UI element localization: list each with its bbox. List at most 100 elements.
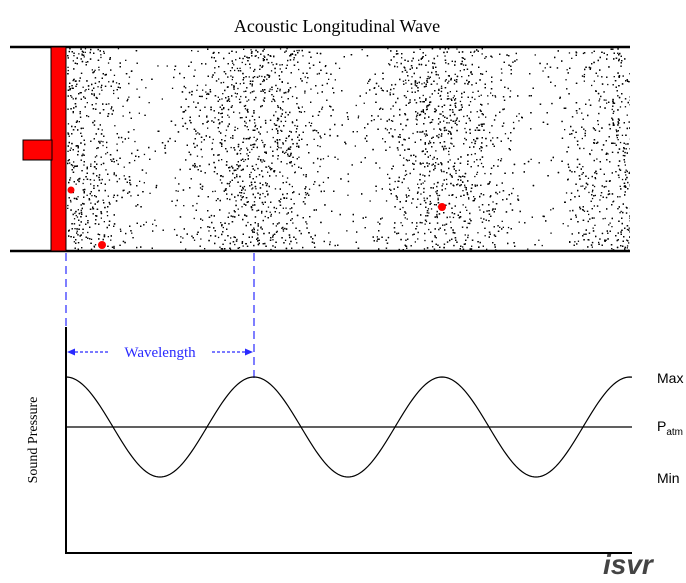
air-particle (435, 150, 437, 152)
air-particle (626, 247, 628, 249)
air-particle (107, 195, 109, 197)
air-particle (267, 194, 269, 196)
air-particle (407, 148, 409, 150)
air-particle (434, 167, 436, 169)
air-particle (453, 168, 455, 170)
air-particle (84, 97, 86, 99)
air-particle (214, 117, 216, 119)
air-particle (405, 82, 407, 84)
air-particle (453, 95, 455, 97)
air-particle (426, 212, 428, 214)
air-particle (277, 158, 279, 160)
air-particle (75, 85, 77, 87)
air-particle (228, 116, 230, 118)
air-particle (378, 85, 380, 87)
air-particle (233, 87, 235, 89)
air-particle (80, 204, 82, 206)
air-particle (76, 232, 78, 234)
air-particle (486, 248, 488, 250)
air-particle (82, 202, 84, 205)
air-particle (181, 117, 184, 120)
air-particle (304, 76, 306, 78)
air-particle (231, 78, 233, 81)
air-particle (244, 104, 247, 107)
air-particle (612, 112, 614, 114)
air-particle (530, 158, 532, 160)
air-particle (277, 143, 279, 145)
air-particle (254, 169, 256, 171)
air-particle (253, 227, 255, 229)
air-particle (629, 138, 630, 140)
air-particle (574, 241, 576, 243)
air-particle (230, 146, 232, 149)
air-particle (454, 105, 456, 107)
air-particle (272, 64, 274, 66)
air-particle (67, 132, 69, 134)
air-particle (459, 100, 462, 103)
air-particle (225, 129, 228, 131)
air-particle (154, 219, 156, 221)
air-particle (591, 197, 594, 200)
air-particle (83, 164, 85, 166)
air-particle (292, 222, 294, 224)
air-particle (88, 88, 90, 90)
air-particle (93, 246, 96, 248)
air-particle (90, 202, 92, 204)
air-particle (566, 69, 568, 71)
air-particle (485, 70, 487, 73)
air-particle (347, 194, 349, 196)
air-particle (278, 212, 281, 214)
air-particle (424, 113, 426, 115)
air-particle (286, 213, 288, 215)
air-particle (628, 242, 630, 244)
air-particle (433, 62, 436, 65)
air-particle (86, 102, 88, 104)
air-particle (613, 110, 615, 113)
air-particle (77, 150, 79, 153)
air-particle (68, 135, 70, 137)
air-particle (87, 222, 89, 224)
air-particle (234, 149, 236, 151)
air-particle (629, 138, 630, 140)
air-particle (275, 207, 278, 210)
air-particle (177, 190, 179, 192)
air-particle (566, 88, 568, 90)
air-particle (247, 137, 249, 140)
air-particle (248, 99, 250, 101)
air-particle (279, 201, 281, 203)
air-particle (262, 203, 264, 205)
air-particle (255, 163, 257, 166)
air-particle (464, 184, 466, 186)
air-particle (298, 68, 300, 71)
air-particle (389, 64, 391, 66)
air-particle (321, 108, 323, 110)
air-particle (518, 221, 520, 223)
air-particle (237, 70, 240, 72)
air-particle (478, 206, 480, 208)
air-particle (260, 160, 262, 162)
air-particle (583, 76, 585, 78)
air-particle (258, 75, 261, 77)
air-particle (270, 70, 273, 72)
air-particle (308, 62, 310, 64)
air-particle (489, 131, 491, 134)
air-particle (419, 48, 421, 50)
air-particle (204, 248, 206, 250)
air-particle (289, 130, 291, 132)
air-particle (605, 185, 607, 188)
air-particle (304, 203, 306, 205)
air-particle (284, 239, 287, 241)
air-particle (625, 174, 627, 176)
air-particle (75, 183, 77, 185)
air-particle (250, 171, 252, 174)
air-particle (411, 202, 413, 204)
air-particle (589, 153, 591, 156)
air-particle (90, 238, 93, 240)
air-particle (231, 84, 233, 86)
air-particle (119, 228, 122, 230)
air-particle (263, 48, 265, 50)
air-particle (214, 190, 216, 192)
air-particle (476, 111, 478, 113)
air-particle (440, 113, 442, 115)
air-particle (199, 187, 202, 189)
